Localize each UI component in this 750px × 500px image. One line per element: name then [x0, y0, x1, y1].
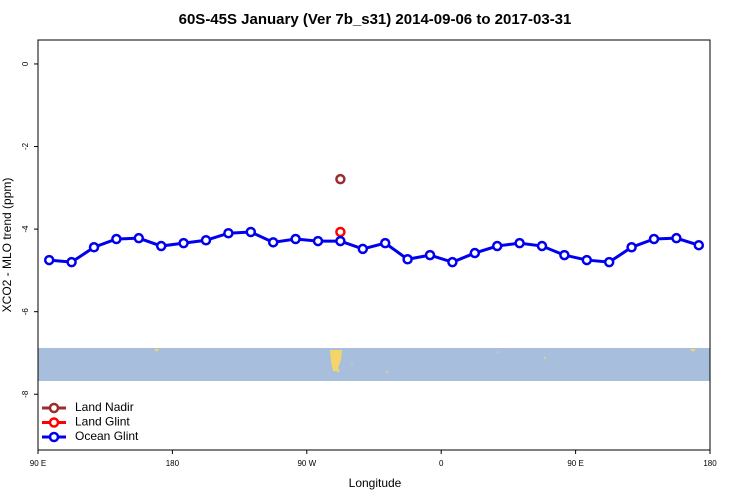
x-tick-label: 180 — [703, 459, 717, 468]
legend-marker — [48, 417, 60, 428]
point — [290, 233, 301, 245]
point — [671, 232, 682, 244]
map-strip — [38, 348, 710, 381]
point — [223, 227, 234, 239]
point — [88, 242, 100, 253]
point — [267, 237, 279, 248]
point — [200, 235, 212, 246]
point — [626, 242, 637, 253]
series-line — [49, 230, 700, 264]
point — [379, 237, 391, 249]
point — [178, 237, 189, 249]
y-axis-label: XCO2 - MLO trend (ppm) — [0, 178, 14, 313]
point — [603, 256, 615, 268]
y-tick-label: -8 — [21, 390, 30, 398]
point — [335, 235, 346, 247]
legend-label: Ocean Glint — [75, 429, 139, 443]
legend-label: Land Nadir — [75, 400, 134, 414]
point — [469, 247, 481, 259]
legend-marker — [48, 431, 60, 443]
point — [66, 256, 77, 268]
x-axis-label: Longitude — [349, 476, 402, 490]
point — [693, 239, 705, 251]
point — [447, 256, 458, 268]
point — [357, 243, 369, 255]
chart-title: 60S-45S January (Ver 7b_s31) 2014-09-06 … — [179, 11, 572, 28]
x-tick-label: 180 — [166, 459, 180, 468]
y-tick-label: -2 — [21, 142, 30, 150]
point — [491, 240, 503, 252]
legend-label: Land Glint — [75, 415, 130, 429]
point — [155, 240, 167, 252]
y-tick-label: 0 — [21, 61, 30, 66]
point — [648, 233, 660, 245]
point — [559, 249, 570, 261]
point — [43, 254, 55, 266]
point — [514, 237, 525, 249]
point — [335, 173, 346, 185]
x-tick-label: 0 — [439, 459, 444, 468]
point — [536, 240, 548, 252]
point — [335, 226, 346, 238]
point — [424, 249, 436, 261]
point — [111, 233, 122, 245]
point — [312, 235, 324, 247]
y-tick-label: -4 — [21, 225, 30, 233]
y-tick-label: -6 — [21, 308, 30, 316]
x-tick-label: 90 E — [567, 459, 583, 468]
x-tick-label: 90 W — [297, 459, 316, 468]
point — [133, 232, 145, 244]
x-tick-label: 90 E — [30, 459, 46, 468]
point — [245, 226, 257, 238]
plot-frame — [37, 39, 711, 451]
legend-marker — [48, 402, 60, 414]
point — [402, 253, 413, 265]
point — [581, 254, 593, 266]
